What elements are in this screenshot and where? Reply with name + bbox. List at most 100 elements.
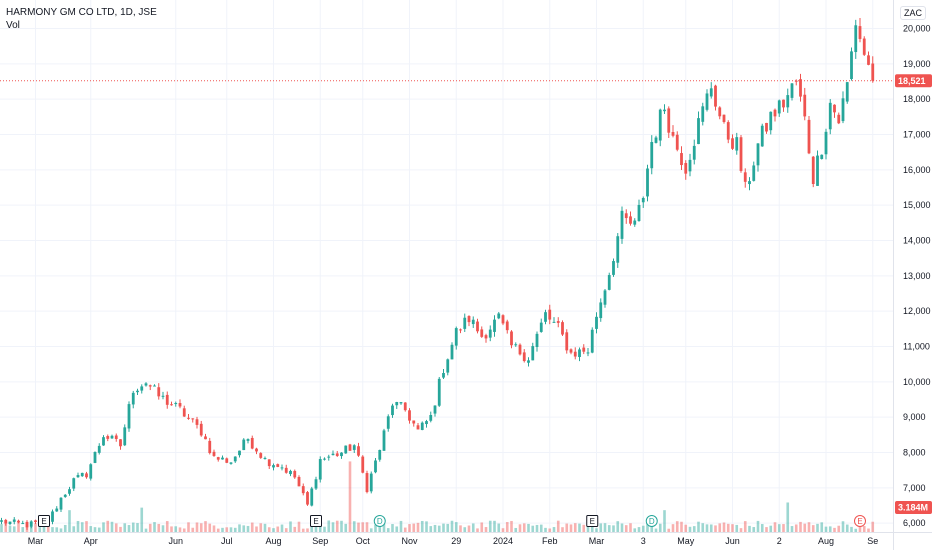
volume-bar [68,510,71,532]
time-axis[interactable]: FebMarAprJunJulAugSepOctNov292024FebMar3… [0,536,879,546]
volume-bar [620,523,624,532]
volume-bar [871,521,875,532]
candle [178,399,182,409]
candle [786,88,790,113]
volume-bar [106,520,110,532]
volume-bar [378,526,382,532]
candle [357,442,360,457]
candle [250,435,254,450]
dividend-marker[interactable]: D [373,515,386,527]
candle [493,315,496,337]
earnings-marker[interactable]: E [854,515,866,527]
price-axis[interactable]: 6,000 7,000 8,000 9,000 10,000 11,000 12,000 13… [903,24,931,529]
volume-bar [280,524,284,532]
volume-bar [654,528,658,532]
earnings-marker[interactable]: E [38,515,50,527]
candle [242,438,246,451]
candle [216,456,220,462]
volume-bar [352,521,356,532]
svg-text:E: E [41,517,46,526]
candle [106,434,110,442]
price-tick-label: 14,000 [903,236,931,246]
volume-bar [157,523,161,532]
candle [569,348,573,355]
volume-bar [97,527,101,532]
candle [646,164,649,202]
volume-bar [769,525,773,532]
candle [518,343,522,356]
price-tick-label: 6,000 [903,518,926,528]
volume-bar [178,527,182,532]
volume-bar [518,524,522,532]
volume-bar [12,526,16,532]
candle [195,416,199,429]
volume-bar [437,525,441,532]
candle [348,443,352,451]
candle [637,199,641,222]
volume-bar [391,524,394,532]
candle [488,325,492,342]
volume-bar [242,525,246,532]
volume-bar [127,525,131,532]
candle [552,317,556,323]
volume-bar [599,523,603,532]
candle [675,131,679,152]
volume-bar [344,523,348,532]
candle [714,84,717,111]
candle [790,83,794,101]
volume-bar [272,528,275,532]
candle [531,342,535,361]
volume-bar [76,520,80,532]
volume-bar [119,526,122,532]
candle [442,369,445,379]
candle [72,477,76,492]
time-tick-label: Jun [725,536,740,546]
candle [267,459,271,469]
volume-bar [331,522,335,532]
volume-bar [199,523,203,532]
dividend-marker[interactable]: D [645,515,658,527]
time-tick-label: Aug [818,536,834,546]
volume-bar [301,528,305,532]
candle [425,419,428,428]
candle [527,357,530,367]
earnings-marker[interactable]: E [586,515,599,527]
candle [110,434,114,439]
earnings-marker[interactable]: E [310,515,322,527]
volume-bar [276,526,280,532]
candle [420,421,424,431]
volume-bar [433,524,437,532]
candle [561,320,564,336]
volume-bar [4,520,8,532]
candle [607,272,611,291]
candle [361,455,365,474]
candle [476,318,479,334]
volume-bar [561,527,564,532]
volume-indicator-label[interactable]: Vol [6,20,20,31]
volume-bar [246,525,250,532]
volume-bar [59,528,63,532]
volume-bar [722,522,726,532]
volume-bar [828,526,832,532]
volume-bar [212,525,216,532]
volume-bar [867,528,870,532]
candle [318,456,322,483]
candle [459,328,462,334]
currency-label[interactable]: ZAC [900,6,926,20]
price-tick-label: 10,000 [903,377,931,387]
candle [663,104,666,114]
volume-bar [663,510,666,532]
volume-bar [811,525,815,532]
candle [539,318,543,333]
time-tick-label: Aug [265,536,281,546]
candle [871,56,875,83]
candle [144,382,148,387]
candle [807,115,811,155]
candle [391,403,394,418]
volume-bar [446,523,450,532]
time-tick-label: 2024 [493,536,513,546]
volume-bar [735,524,739,532]
